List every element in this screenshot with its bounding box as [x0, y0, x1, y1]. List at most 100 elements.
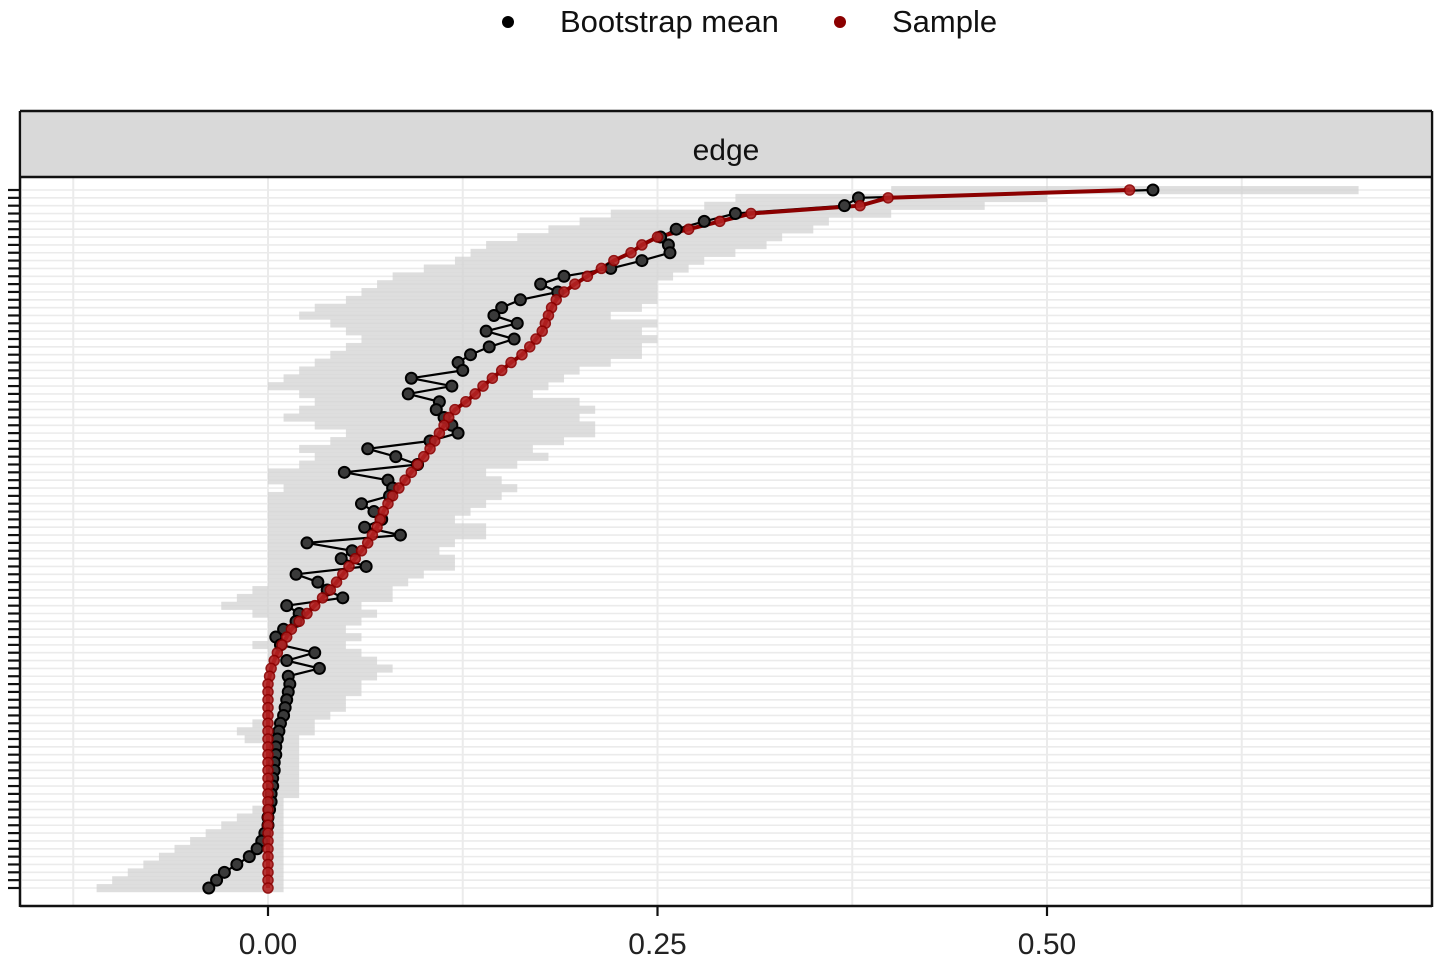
bootstrap-mean-point	[280, 654, 294, 668]
bootstrap-mean-point	[230, 857, 244, 871]
bootstrap-mean-point	[337, 465, 351, 479]
sample-point	[355, 545, 368, 557]
bootstrap-mean-point	[336, 591, 350, 605]
sample-point	[469, 388, 481, 400]
bootstrap-mean-point	[451, 426, 465, 440]
bootstrap-mean-point	[289, 567, 303, 581]
sample-point	[316, 592, 329, 604]
bootstrap-mean-point	[728, 207, 742, 221]
x-axis-ticks: 0.00 0.25 0.50	[239, 907, 1076, 961]
bootstrap-mean-point	[487, 308, 501, 322]
sample-point	[651, 231, 664, 243]
bootstrap-mean-point	[635, 254, 649, 268]
bootstrap-mean-point	[669, 222, 683, 236]
gridlines	[22, 178, 1430, 906]
bootstrap-mean-point	[393, 528, 407, 542]
bootstrap-mean-point	[445, 379, 459, 393]
sample-point	[460, 396, 472, 408]
bootstrap-mean-point	[359, 559, 373, 573]
sample-legend-dot-icon	[834, 16, 846, 28]
sample-point	[301, 607, 313, 620]
bootstrap-mean-point	[429, 403, 443, 417]
facet-strip	[22, 112, 1430, 176]
sample-point	[608, 254, 620, 267]
bootstrap-mean-point	[308, 646, 322, 660]
bootstrap-mean-legend-label: Bootstrap mean	[560, 4, 779, 39]
y-axis-ticks	[8, 188, 20, 890]
bootstrap-mean-point	[1146, 183, 1160, 197]
bootstrap-mean-point	[389, 450, 403, 464]
sample-point	[636, 239, 648, 251]
sample-point	[714, 215, 726, 228]
sample-legend-label: Sample	[892, 4, 998, 39]
bootstrap-mean-point	[697, 214, 711, 228]
sample-point	[1123, 184, 1136, 196]
bootstrap-mean-point	[663, 246, 677, 260]
legend: Bootstrap mean Sample	[0, 0, 1441, 50]
sample-point	[882, 192, 894, 204]
bootstrap-mean-legend-dot-icon	[502, 16, 514, 28]
bootstrap-mean-point	[464, 348, 478, 362]
sample-point	[477, 380, 489, 392]
sample-point	[495, 364, 508, 377]
bootstrap-mean-point	[513, 293, 527, 307]
sample-point	[569, 278, 581, 290]
sample-point	[516, 348, 528, 361]
bootstrap-mean-point	[217, 865, 231, 879]
bootstrap-mean-point	[482, 340, 496, 354]
x-tick-label: 0.50	[1018, 928, 1076, 961]
bootstrap-mean-point	[210, 873, 224, 887]
sample-point	[337, 568, 349, 581]
bootstrap-mean-point	[280, 599, 294, 613]
bootstrap-mean-point	[479, 324, 493, 338]
bootstrap-mean-point	[202, 881, 216, 895]
sample-point	[424, 443, 436, 455]
sample-point	[343, 560, 355, 573]
bootstrap-mean-point	[242, 850, 256, 864]
facet-strip-label: edge	[693, 134, 760, 167]
bootstrap-mean-point	[334, 552, 348, 566]
sample-point	[418, 450, 430, 463]
sample-point	[262, 882, 274, 894]
bootstrap-mean-point	[557, 269, 571, 283]
bootstrap-mean-point	[534, 277, 548, 291]
sample-point	[486, 372, 499, 384]
bootstrap-mean-point	[312, 661, 326, 675]
sample-point	[324, 584, 337, 596]
sample-point	[854, 199, 866, 212]
sample-point	[393, 482, 405, 494]
sample-point	[530, 333, 542, 345]
sample-point	[361, 537, 374, 549]
bootstrap-mean-point	[837, 199, 851, 213]
sample-point	[558, 286, 570, 298]
bootstrap-mean-point	[361, 442, 375, 456]
bootstrap-mean-point	[311, 575, 325, 589]
series-points	[202, 183, 1160, 895]
sample-point	[349, 552, 361, 565]
sample-point	[536, 325, 548, 337]
sample-point	[411, 458, 424, 471]
sample-point	[745, 207, 757, 220]
bootstrap-mean-point	[507, 332, 521, 346]
sample-point	[682, 223, 695, 235]
sample-point	[581, 270, 594, 283]
bootstrap-mean-point	[495, 301, 509, 315]
sample-point	[308, 599, 321, 612]
sample-point	[399, 474, 411, 486]
x-tick-label: 0.00	[239, 928, 297, 961]
sample-point	[595, 262, 608, 275]
bootstrap-mean-point	[358, 520, 372, 534]
bootstrap-mean-point	[404, 371, 418, 385]
bootstrap-mean-point	[510, 316, 524, 330]
sample-point	[293, 615, 305, 628]
sample-point	[625, 246, 637, 259]
sample-point	[405, 466, 418, 479]
bootstrap-mean-point	[354, 497, 368, 511]
plot-panel	[22, 178, 1430, 906]
x-tick-label: 0.25	[628, 928, 686, 961]
sample-point	[523, 341, 536, 353]
sample-point	[330, 576, 343, 588]
sample-point	[505, 356, 517, 369]
bootstrap-mean-point	[401, 387, 415, 401]
